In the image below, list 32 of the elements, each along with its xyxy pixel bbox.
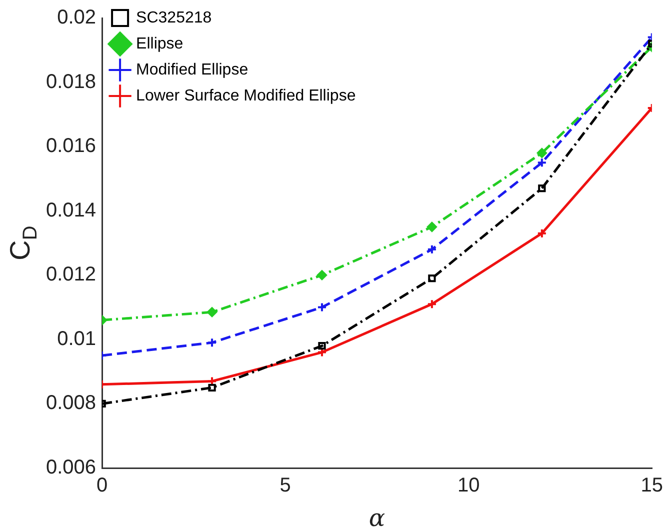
legend-label: Ellipse — [136, 35, 184, 52]
point — [536, 148, 547, 158]
y-axis-title: CD — [4, 226, 42, 260]
y-tick-label: 0.006 — [46, 456, 96, 479]
x-tick-label: 10 — [457, 474, 480, 497]
point — [536, 228, 547, 238]
point — [536, 158, 547, 168]
point — [316, 302, 327, 312]
legend-label: SC325218 — [136, 9, 212, 26]
point — [426, 222, 437, 232]
y-tick-label: 0.01 — [57, 328, 96, 350]
y-tick-label: 0.018 — [46, 70, 96, 93]
point — [207, 338, 218, 348]
legend-label: Lower Surface Modified Ellipse — [136, 87, 356, 104]
x-tick-label: 15 — [640, 474, 663, 497]
y-tick-label: 0.014 — [46, 199, 96, 222]
x-tick-label: 5 — [280, 474, 291, 497]
point — [426, 244, 437, 254]
point — [207, 307, 218, 318]
point — [428, 274, 436, 282]
point — [318, 342, 326, 350]
y-tick-label: 0.02 — [57, 6, 96, 29]
point — [426, 299, 437, 310]
point — [316, 270, 327, 280]
y-tick-label: 0.012 — [46, 264, 96, 286]
x-tick-label: 0 — [96, 474, 108, 497]
point — [538, 184, 546, 192]
y-tick-label: 0.008 — [46, 392, 96, 414]
point — [208, 384, 216, 392]
legend-label: Modified Ellipse — [136, 61, 248, 78]
x-axis-title: α — [368, 504, 386, 532]
y-tick-label: 0.016 — [46, 135, 96, 158]
